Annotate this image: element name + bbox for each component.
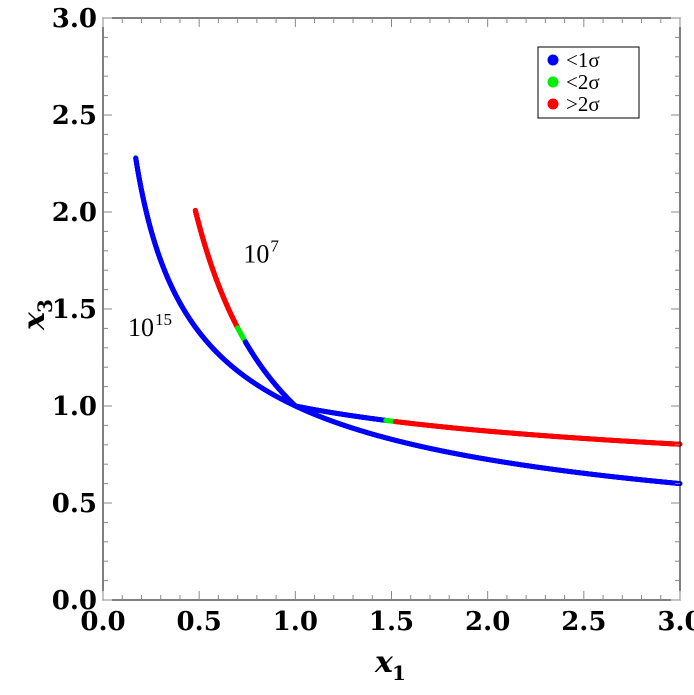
legend-label: >2σ [566,92,600,116]
y-tick-label: 3.0 [52,4,97,34]
legend-label: <2σ [566,70,600,94]
points-layer [133,155,683,487]
y-tick-label: 2.5 [52,101,97,131]
y-tick-label: 2.0 [52,198,97,228]
y-tick-label: 0.5 [52,489,97,519]
y-axis-title: x [17,311,52,331]
x-axis-title: x [374,645,394,680]
x-tick-label: 0.0 [80,607,125,637]
x-tick-label: 1.0 [273,607,318,637]
axis-titles: x 1x3 [17,299,406,685]
legend-marker [547,54,559,66]
annotation-label: 10 [243,239,269,268]
legend-marker [547,76,559,88]
x-tick-label: 2.0 [465,607,510,637]
x-tick-label: 2.5 [561,607,606,637]
legend: <1σ<2σ>2σ [537,46,640,119]
y-tick-label: 1.0 [52,392,97,422]
legend-label: <1σ [566,48,600,72]
legend-marker [547,98,559,110]
ticks-layer: 0.0 0.5 1.0 1.5 2.0 2.5 3.0 0.0 0.5 1.0 1.5 2.0 2.5 3… [52,4,694,637]
annotations: 10 710 15 [128,236,279,342]
y-tick-label: 0.0 [52,586,97,616]
x-tick-label: 3.0 [657,607,694,637]
annotation-exponent: 7 [270,236,279,255]
x-tick-label: 1.5 [369,607,414,637]
series-2 [192,207,683,447]
annotation-label: 10 [128,313,154,342]
x-axis-title-subscript: 1 [392,661,406,685]
annotation-exponent: 15 [155,310,172,329]
y-axis-title-subscript: 3 [33,299,57,313]
x-tick-label: 0.5 [177,607,222,637]
y-tick-label: 1.5 [52,295,97,325]
y-axis-title-group: x3 [17,299,57,331]
